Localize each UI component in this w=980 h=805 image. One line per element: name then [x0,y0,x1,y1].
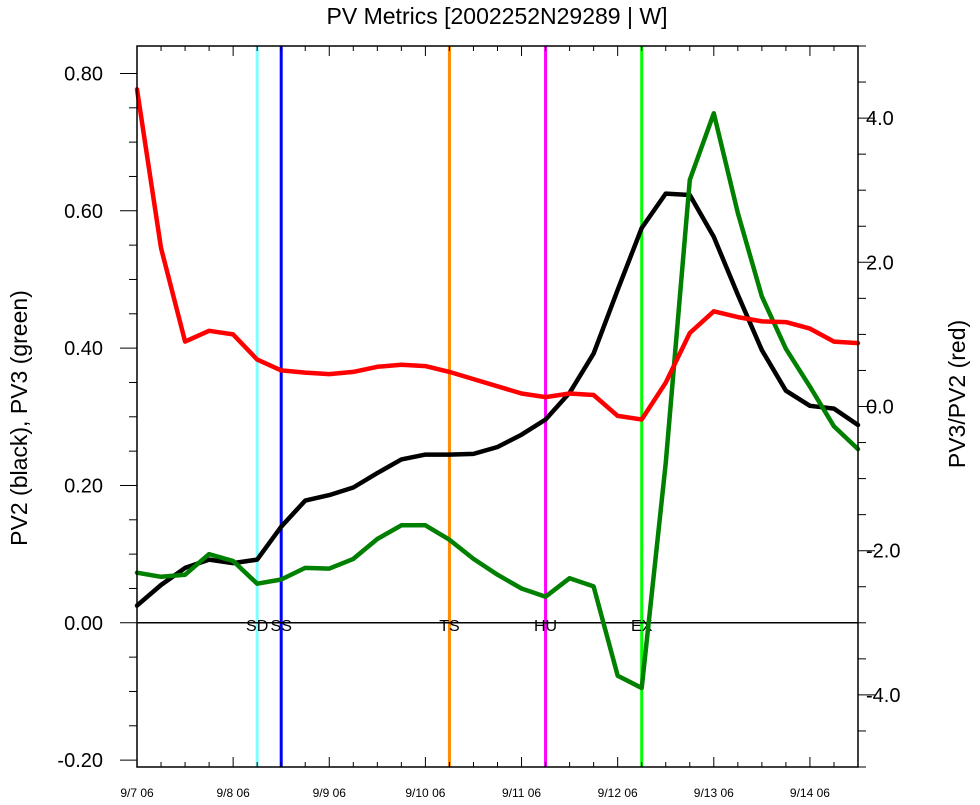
x-tick-label: 9/7 06 [120,786,154,800]
y-axis-left-label: PV2 (black), PV3 (green) [6,290,32,546]
vertical-event-lines: SD SS TS HU EX [246,46,653,767]
chart-title: PV Metrics [2002252N29289 | W] [327,3,668,29]
y-right-tick-label: -2.0 [866,541,900,563]
pv3-green-line [134,111,861,691]
y-axis-right-label: PV3/PV2 (red) [944,320,970,468]
x-tick-label: 9/11 06 [502,786,541,800]
x-tick-label: 9/12 06 [598,786,638,800]
event-label-sd: SD [246,618,268,635]
plot-frame [136,45,859,768]
plot-border [136,45,859,768]
y-right-tick-label: 0.0 [866,397,894,419]
y-right-tick-label: 2.0 [866,252,894,274]
tick-labels: 9/7 06 9/8 06 9/9 06 9/10 06 9/11 06 9/12 06 9… [57,63,900,800]
y-right-tick-label: -4.0 [866,685,900,707]
y-left-tick-label: 0.60 [64,201,103,223]
y-left-tick-label: 0.00 [64,613,103,635]
y-left-tick-label: 0.20 [64,475,103,497]
pv2-black-line [134,191,861,608]
event-label-ss: SS [271,618,292,635]
x-tick-label: 9/9 06 [313,786,347,800]
x-tick-label: 9/14 06 [790,786,830,800]
x-tick-label: 9/13 06 [694,786,734,800]
event-label-hu: HU [534,618,557,635]
y-left-tick-label: -0.20 [57,750,103,772]
tick-marks [120,45,875,768]
y-left-tick-label: 0.40 [64,338,103,360]
pv3-pv2-red-line [134,87,861,422]
event-label-ts: TS [439,618,459,635]
y-right-tick-label: 4.0 [866,108,894,130]
data-series [134,87,861,691]
x-tick-label: 9/8 06 [216,786,250,800]
y-left-tick-label: 0.80 [64,63,103,85]
x-tick-label: 9/10 06 [405,786,445,800]
